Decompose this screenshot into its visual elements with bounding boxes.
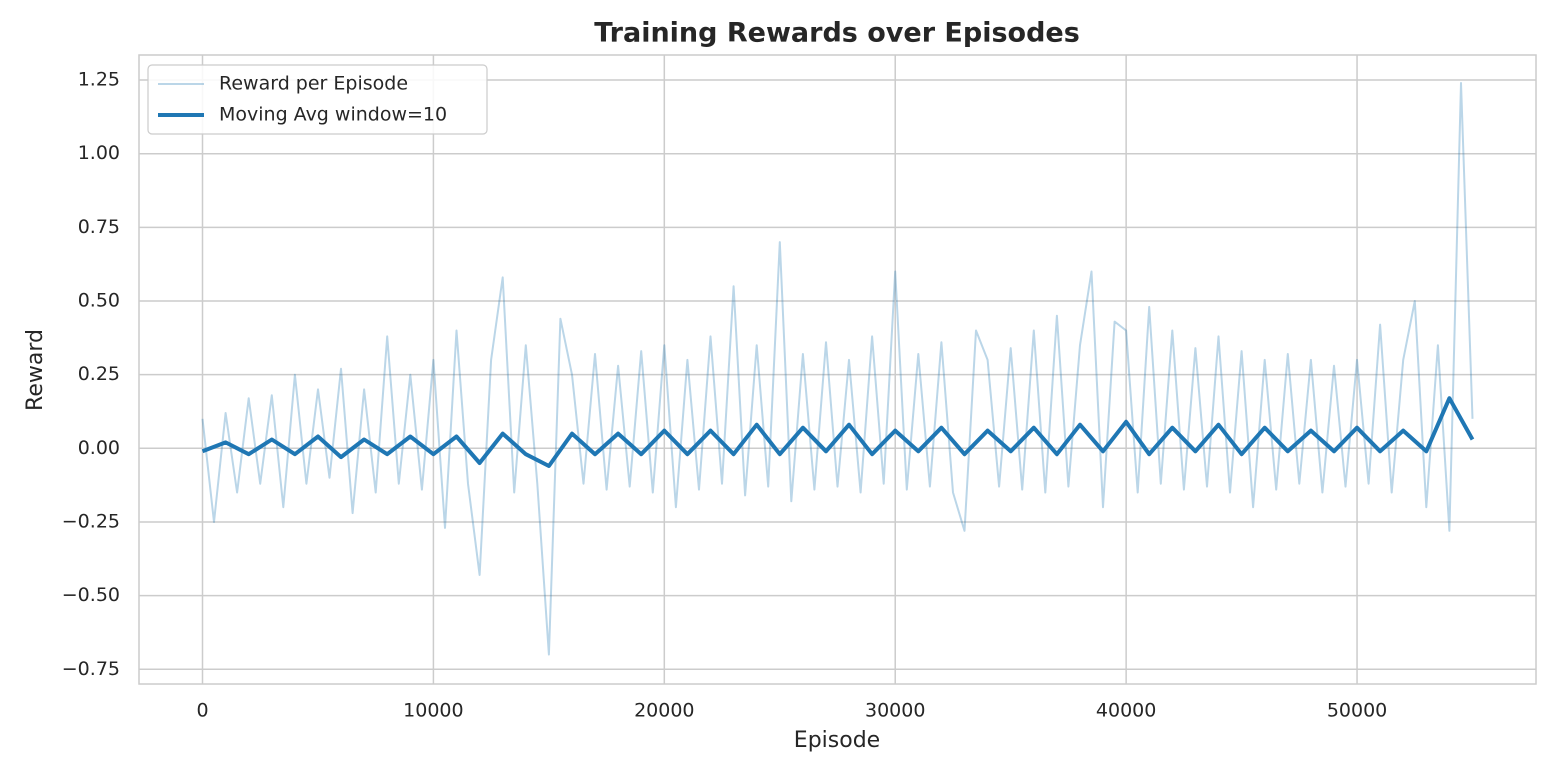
legend-label: Moving Avg window=10	[219, 104, 447, 126]
y-axis-label: Reward	[23, 329, 48, 411]
x-tick-label: 30000	[865, 700, 925, 722]
series-line	[201, 396, 1475, 468]
plot-area	[201, 82, 1475, 656]
x-tick-label: 20000	[634, 700, 694, 722]
legend-box	[147, 64, 488, 135]
x-tick-label: 40000	[1096, 700, 1156, 722]
plot-frame	[138, 54, 1537, 685]
legend: Reward per Episode Moving Avg window=10	[147, 64, 488, 135]
grid	[139, 55, 1536, 684]
y-tick-label: −0.50	[62, 584, 120, 606]
x-tick-label: 0	[196, 700, 208, 722]
legend-label: Reward per Episode	[219, 73, 408, 95]
x-tick-label: 50000	[1327, 700, 1387, 722]
x-tick-label: 10000	[403, 700, 463, 722]
y-tick-label: 0.25	[78, 363, 120, 385]
y-tick-label: 0.75	[78, 216, 120, 238]
chart-title: Training Rewards over Episodes	[594, 18, 1080, 49]
y-tick-label: −0.75	[62, 658, 120, 680]
y-tick-label: 1.00	[78, 142, 120, 164]
y-tick-label: 1.25	[78, 69, 120, 91]
x-axis-label: Episode	[794, 728, 880, 753]
y-tick-label: 0.50	[78, 290, 120, 312]
y-tick-label: 0.00	[78, 437, 120, 459]
series-line	[201, 82, 1474, 656]
y-tick-label: −0.25	[62, 510, 120, 532]
